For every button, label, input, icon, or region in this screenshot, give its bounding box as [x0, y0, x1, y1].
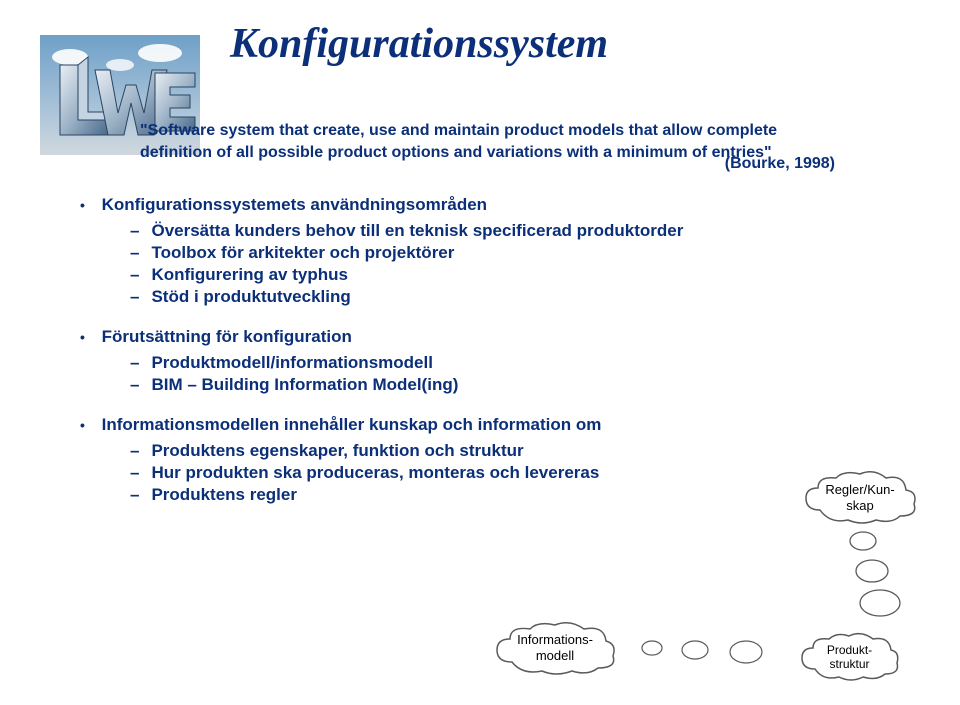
cloud-regler-label: Regler/Kun-skap [825, 482, 894, 513]
thought-bubble-2 [854, 558, 890, 584]
thought-bubble-6 [728, 639, 764, 665]
bullet-2-sub-1: Hur produkten ska produceras, monteras o… [130, 463, 830, 483]
content-body: Konfigurationssystemets användningsområd… [80, 195, 830, 525]
cloud-info: Informations-modell [490, 620, 620, 675]
thought-bubble-3 [858, 588, 902, 618]
bullet-2-sub-2: Produktens regler [130, 485, 830, 505]
bullet-0-text: Konfigurationssystemets användningsområd… [102, 195, 487, 214]
cloud-info-label: Informations-modell [517, 632, 593, 663]
bullet-2-text: Informationsmodellen innehåller kunskap … [102, 415, 602, 434]
cloud-produkt: Produkt-struktur [797, 631, 902, 683]
bullet-0: Konfigurationssystemets användningsområd… [80, 195, 830, 307]
bullet-0-sub-0: Översätta kunders behov till en teknisk … [130, 221, 830, 241]
bullet-1-sub-1: BIM – Building Information Model(ing) [130, 375, 830, 395]
bullet-1-text: Förutsättning för konfiguration [102, 327, 352, 346]
thought-bubble-5 [680, 639, 710, 661]
bullet-0-sub-2: Konfigurering av typhus [130, 265, 830, 285]
bullet-0-sub-1: Toolbox för arkitekter och projektörer [130, 243, 830, 263]
quote-citation: (Bourke, 1998) [725, 155, 835, 173]
bullet-0-sub-3: Stöd i produktutveckling [130, 287, 830, 307]
bullet-2: Informationsmodellen innehåller kunskap … [80, 415, 830, 505]
bullet-2-sub-0: Produktens egenskaper, funktion och stru… [130, 441, 830, 461]
bullet-1: Förutsättning för konfiguration Produktm… [80, 327, 830, 395]
thought-bubble-4 [640, 639, 664, 657]
cloud-produkt-label: Produkt-struktur [827, 643, 872, 672]
page-title: Konfigurationssystem [230, 20, 608, 68]
thought-bubble-1 [848, 530, 878, 552]
bullet-1-sub-0: Produktmodell/informationsmodell [130, 353, 830, 373]
cloud-regler: Regler/Kun-skap [800, 470, 920, 526]
